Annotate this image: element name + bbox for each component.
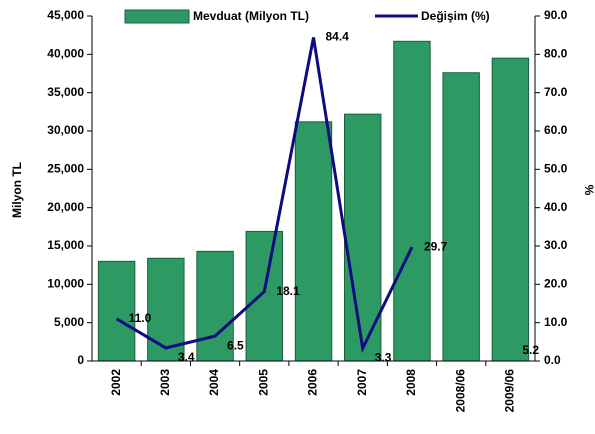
bar [196, 250, 234, 362]
y-tick-label: 25,000 [47, 162, 84, 176]
data-label: 3.4 [178, 350, 195, 364]
bar [294, 121, 333, 362]
x-tick-label: 2008 [404, 369, 418, 396]
y2-tick-label: 60.0 [544, 123, 568, 137]
y-tick-label: 20,000 [47, 200, 84, 214]
y-tick-label: 5,000 [54, 315, 84, 329]
legend-label: Mevduat (Milyon TL) [193, 9, 309, 23]
y-tick-label: 30,000 [47, 123, 84, 137]
data-label: 3.3 [375, 351, 392, 365]
x-tick-label: 2007 [355, 369, 369, 396]
y-tick-label: 0 [77, 353, 84, 367]
legend-label: Değişim (%) [421, 9, 490, 23]
x-tick-label: 2002 [109, 369, 123, 396]
y2-tick-label: 90.0 [544, 8, 568, 22]
data-label: 11.0 [129, 311, 152, 325]
y2-tick-label: 80.0 [544, 47, 568, 61]
x-tick-label: 2005 [256, 369, 270, 396]
y2-tick-label: 70.0 [544, 85, 568, 99]
data-label: 84.4 [326, 30, 350, 44]
data-label: 18.1 [276, 284, 300, 298]
legend-swatch [124, 9, 190, 24]
data-label: 5.2 [522, 343, 539, 357]
y2-tick-label: 30.0 [544, 238, 568, 252]
bar [245, 230, 283, 362]
y-tick-label: 40,000 [47, 47, 84, 61]
x-tick-label: 2006 [306, 369, 320, 396]
y2-tick-label: 20.0 [544, 277, 568, 291]
x-tick-label: 2003 [158, 369, 172, 396]
bar [491, 57, 530, 362]
bar [393, 40, 431, 362]
y2-tick-label: 10.0 [544, 315, 568, 329]
y-axis-label: Milyon TL [10, 162, 24, 218]
x-tick-label: 2004 [207, 369, 221, 396]
bar [442, 72, 480, 362]
data-label: 29.7 [424, 239, 448, 253]
y-tick-label: 35,000 [47, 85, 84, 99]
y2-tick-label: 0.0 [544, 353, 561, 367]
x-tick-label: 2008/06 [453, 369, 467, 413]
data-label: 6.5 [227, 338, 244, 352]
y2-tick-label: 40.0 [544, 200, 568, 214]
y-tick-label: 15,000 [47, 238, 84, 252]
y-tick-label: 45,000 [47, 8, 84, 22]
y2-tick-label: 50.0 [544, 162, 568, 176]
bar [97, 260, 136, 362]
y2-axis-label: % [582, 185, 595, 196]
x-tick-label: 2009/06 [503, 369, 517, 413]
y-tick-label: 10,000 [47, 277, 84, 291]
